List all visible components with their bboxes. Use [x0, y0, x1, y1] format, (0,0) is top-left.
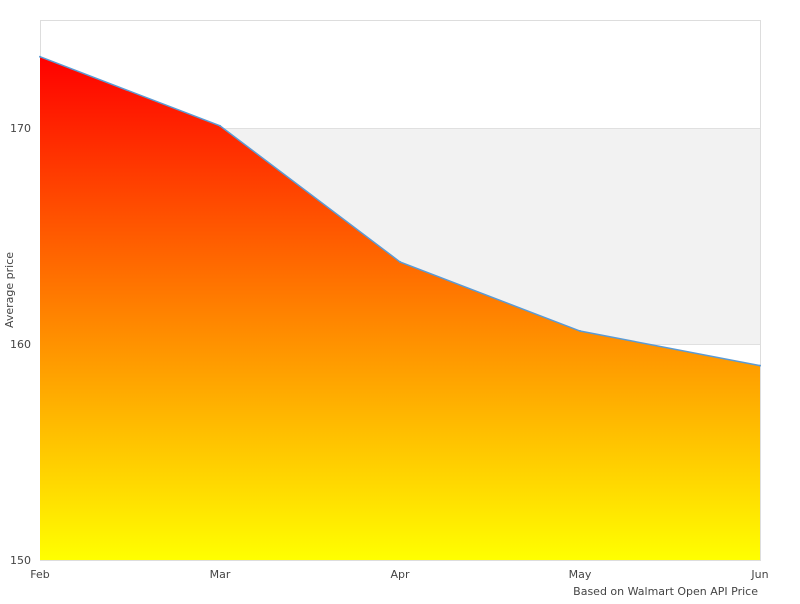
- data-point-apr[interactable]: [399, 260, 401, 263]
- x-tick-label: Mar: [210, 568, 231, 581]
- x-tick-label: May: [569, 568, 592, 581]
- y-tick-label: 150: [10, 554, 31, 567]
- x-tick-label: Apr: [390, 568, 410, 581]
- y-tick-label: 170: [10, 122, 31, 135]
- x-tick-label: Jun: [750, 568, 768, 581]
- y-axis-label: Average price: [3, 252, 16, 328]
- y-tick-label: 160: [10, 338, 31, 351]
- chart-caption: Based on Walmart Open API Price: [573, 585, 758, 598]
- area-fill: [40, 56, 760, 560]
- x-tick-label: Feb: [30, 568, 49, 581]
- data-point-may[interactable]: [579, 330, 581, 333]
- data-point-jun[interactable]: [759, 364, 761, 367]
- data-point-feb[interactable]: [39, 55, 41, 58]
- data-point-mar[interactable]: [219, 124, 221, 127]
